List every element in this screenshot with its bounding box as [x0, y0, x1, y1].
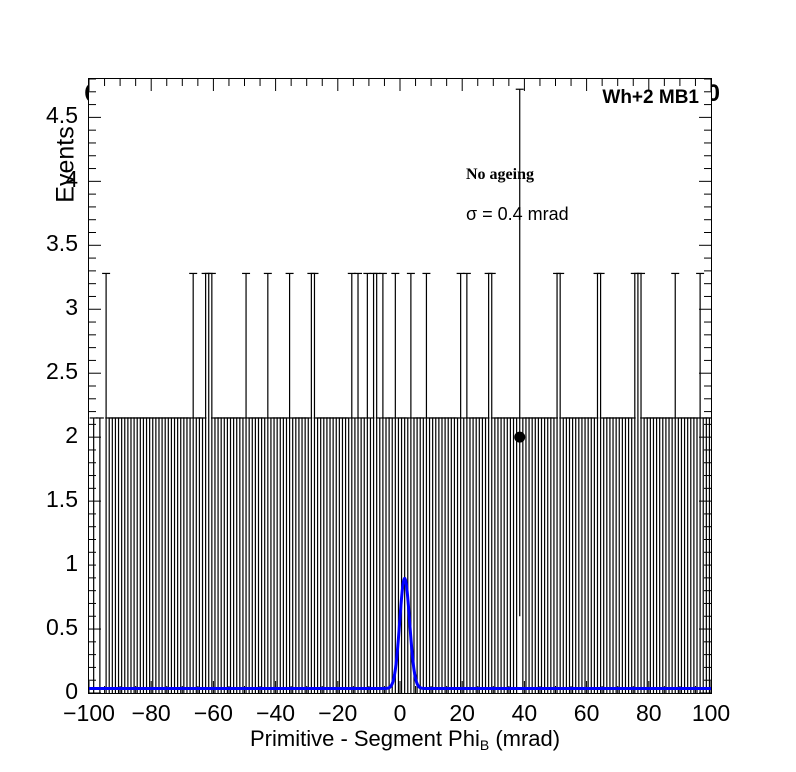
- x-tick-label: 80: [636, 700, 662, 726]
- plot-frame: Wh+2 MB1: [88, 78, 712, 694]
- y-tick-label: 2: [65, 422, 78, 449]
- y-tick-label: 3: [65, 294, 78, 321]
- x-tick-label: −80: [131, 700, 171, 726]
- x-tick-label: 0: [393, 700, 407, 726]
- x-tick-label: 60: [573, 700, 600, 726]
- y-tick-label: 0.5: [46, 614, 78, 641]
- x-tick-label: −20: [318, 700, 358, 726]
- y-tick-label: 0: [65, 678, 78, 704]
- x-tick-label: 40: [511, 700, 538, 726]
- annotation-resolution: σ = 0.4 mrad: [466, 204, 569, 224]
- data-marker: [514, 431, 526, 443]
- x-tick-label: −100: [63, 700, 115, 726]
- x-axis-title-subscript: B: [479, 737, 490, 753]
- y-tick-label: 4.5: [46, 102, 78, 129]
- x-axis-title: Primitive - Segment PhiB (mrad): [250, 726, 560, 753]
- x-tick-label: −60: [193, 700, 233, 726]
- x-tick-label: 20: [449, 700, 475, 726]
- y-tick-label: 3.5: [46, 230, 78, 257]
- axis-ticks: [89, 79, 711, 693]
- annotation-region: Wh+2 MB1: [602, 87, 699, 108]
- y-tick-label: 2.5: [46, 358, 78, 385]
- x-tick-label: −40: [256, 700, 296, 726]
- plot-header: CMS Phase-2 Simulation Preliminary PU 20…: [0, 40, 796, 110]
- x-axis-title-unit: (mrad): [489, 726, 561, 751]
- plot-area: [89, 79, 711, 693]
- y-tick-label: 1: [65, 550, 78, 577]
- gaussian-fit-curve: [89, 577, 711, 691]
- histogram-canvas: [89, 79, 711, 693]
- annotation-ageing: No ageing: [466, 166, 534, 183]
- data-error-bars: [89, 88, 711, 693]
- data-markers: [514, 431, 526, 443]
- x-tick-label: 100: [691, 700, 731, 726]
- x-axis-title-text: Primitive - Segment Phi: [250, 726, 480, 751]
- y-tick-label: 1.5: [46, 486, 78, 513]
- y-tick-label: 4: [65, 166, 78, 193]
